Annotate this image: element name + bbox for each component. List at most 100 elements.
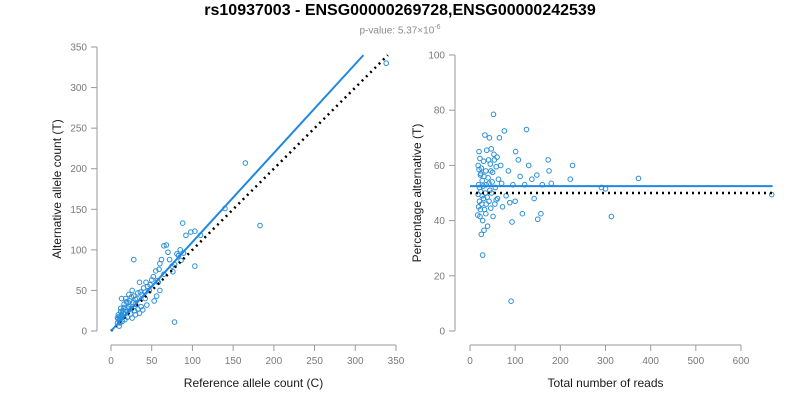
left-data-point — [157, 287, 163, 294]
right-data-point — [481, 227, 487, 234]
left-data-point — [117, 305, 124, 312]
left-data-point — [148, 277, 155, 283]
left-y-tick-label: 100 — [70, 245, 87, 256]
right-data-point — [534, 172, 540, 178]
left-x-tick-label: 0 — [108, 356, 114, 367]
right-data-point — [512, 148, 519, 155]
right-y-tick-label: 100 — [428, 51, 445, 62]
right-data-point — [480, 195, 487, 202]
left-data-point — [383, 60, 390, 67]
left-data-point — [242, 160, 249, 166]
left-x-axis-label: Reference allele count (C) — [184, 376, 323, 390]
left-data-point — [179, 220, 186, 226]
right-data-point — [497, 162, 504, 169]
left-data-point — [188, 229, 194, 235]
left-data-point — [165, 249, 171, 256]
right-x-axis-label: Total number of reads — [547, 376, 663, 390]
left-reference-line — [110, 54, 389, 332]
left-data-point — [192, 263, 198, 269]
left-data-point — [129, 315, 135, 321]
left-y-axis-label: Alternative allele count (T) — [50, 119, 64, 258]
right-data-point — [493, 197, 499, 203]
right-data-point — [484, 223, 491, 229]
right-y-tick-label: 60 — [434, 161, 446, 172]
left-y-tick-label: 0 — [81, 327, 87, 338]
left-data-point — [129, 287, 135, 294]
right-data-point — [487, 168, 494, 174]
right-data-point — [608, 213, 615, 220]
right-data-point — [477, 155, 483, 162]
left-data-point — [177, 247, 184, 253]
left-data-point — [128, 294, 135, 300]
right-data-point — [493, 163, 499, 170]
right-y-tick-label: 20 — [434, 271, 446, 282]
left-data-point — [139, 307, 146, 313]
left-y-tick-label: 350 — [70, 43, 87, 54]
left-data-point — [166, 256, 173, 263]
left-data-point — [144, 302, 150, 308]
right-data-point — [569, 162, 576, 169]
right-data-point — [476, 148, 482, 155]
right-data-point — [483, 201, 490, 207]
left-y-tick-label: 150 — [70, 205, 87, 216]
right-data-point — [525, 162, 532, 169]
left-x-tick-label: 200 — [266, 356, 283, 367]
right-data-point — [485, 157, 492, 163]
left-x-tick-label: 250 — [306, 356, 323, 367]
right-x-tick-label: 100 — [507, 356, 524, 367]
left-data-point — [136, 279, 143, 286]
right-data-point — [505, 168, 512, 174]
right-x-tick-label: 500 — [687, 356, 704, 367]
right-data-point — [501, 128, 508, 134]
right-data-point — [546, 168, 552, 174]
right-data-point — [482, 132, 488, 138]
left-data-point — [115, 311, 122, 318]
right-y-axis-label: Percentage alternative (T) — [410, 124, 424, 263]
right-data-point — [476, 198, 483, 205]
right-data-point — [534, 216, 541, 223]
right-data-point — [515, 157, 522, 163]
left-data-point — [118, 295, 125, 302]
left-data-point — [137, 289, 144, 295]
right-data-point — [495, 176, 502, 182]
right-data-point — [523, 126, 530, 133]
right-data-point — [548, 180, 555, 187]
right-data-point — [486, 135, 493, 141]
left-data-point — [140, 285, 147, 291]
left-data-point — [131, 293, 137, 299]
right-data-point — [479, 217, 486, 224]
left-data-point — [143, 279, 149, 286]
p-value-exponent: -6 — [434, 24, 441, 31]
right-data-point — [519, 210, 526, 217]
left-data-point — [157, 260, 163, 267]
right-x-tick-label: 600 — [733, 356, 750, 367]
right-data-point — [509, 219, 515, 225]
right-data-point — [499, 204, 506, 210]
left-y-tick-label: 200 — [70, 164, 87, 175]
left-data-point — [135, 290, 141, 296]
right-data-point — [494, 195, 501, 202]
right-y-tick-label: 80 — [434, 106, 446, 117]
right-data-point — [479, 177, 485, 184]
right-x-tick-label: 300 — [597, 356, 614, 367]
left-y-tick-label: 300 — [70, 83, 87, 94]
left-data-point — [114, 315, 121, 321]
left-fit-line — [110, 54, 365, 332]
p-value-text: p-value: 5.37×10 — [359, 25, 435, 37]
right-data-point — [496, 135, 503, 141]
left-data-point — [153, 293, 160, 299]
right-data-point — [545, 157, 551, 163]
left-data-point — [257, 222, 263, 229]
left-data-point — [131, 256, 137, 263]
right-data-point — [483, 168, 489, 174]
left-y-tick-label: 50 — [76, 286, 88, 297]
right-data-point — [483, 147, 490, 154]
right-data-point — [498, 180, 505, 187]
right-data-point — [512, 198, 518, 205]
right-data-point — [475, 162, 481, 169]
right-data-point — [531, 195, 537, 202]
left-data-point — [121, 301, 127, 308]
right-data-point — [538, 210, 544, 217]
